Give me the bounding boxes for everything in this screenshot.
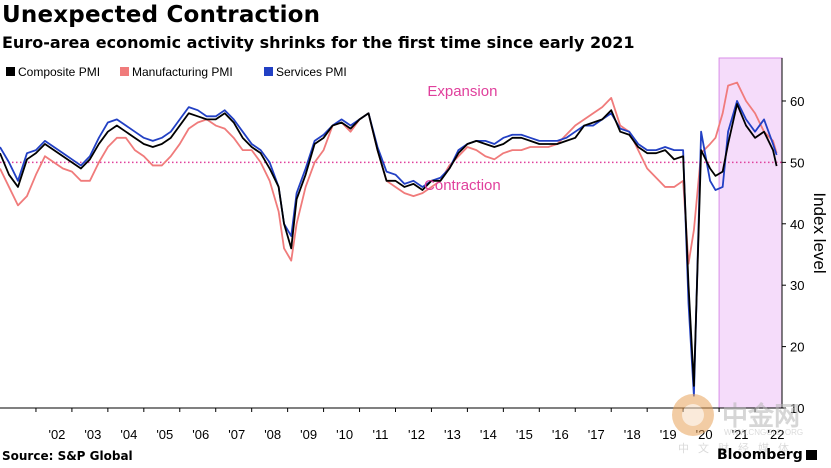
x-tick-label: '13 bbox=[444, 427, 461, 442]
x-tick-label: '02 bbox=[48, 427, 65, 442]
watermark-tagline: 中文财经媒体 bbox=[678, 443, 798, 455]
series-line-services-pmi bbox=[0, 100, 778, 397]
x-tick-label: '18 bbox=[624, 427, 641, 442]
chart-title: Unexpected Contraction bbox=[2, 2, 321, 28]
watermark-logo-icon bbox=[672, 394, 714, 436]
brand-name: Bloomberg bbox=[717, 447, 803, 463]
y-tick-label: 50 bbox=[790, 155, 804, 170]
y-tick-label: 30 bbox=[790, 278, 804, 293]
x-tick-label: '22 bbox=[768, 427, 785, 442]
chart-subtitle: Euro-area economic activity shrinks for … bbox=[2, 33, 635, 52]
legend-swatch-services-pmi bbox=[264, 67, 273, 76]
bloomberg-icon bbox=[805, 450, 817, 460]
x-tick-label: '14 bbox=[480, 427, 497, 442]
source-note: Source: S&P Global bbox=[2, 449, 133, 463]
y-tick-label: 60 bbox=[790, 94, 804, 109]
series-line-manufacturing-pmi bbox=[0, 81, 778, 265]
x-tick-label: '11 bbox=[373, 427, 389, 442]
legend-label: Services PMI bbox=[276, 65, 347, 79]
annotation-expansion: Expansion bbox=[427, 83, 497, 100]
x-tick-label: '16 bbox=[552, 427, 569, 442]
legend-label: Composite PMI bbox=[18, 65, 100, 79]
legend-label: Manufacturing PMI bbox=[132, 65, 233, 79]
x-tick-label: '09 bbox=[300, 427, 317, 442]
annotation-contraction: Contraction bbox=[424, 177, 501, 194]
x-tick-label: '03 bbox=[84, 427, 101, 442]
series-line-composite-pmi bbox=[0, 103, 778, 387]
x-tick-label: '12 bbox=[408, 427, 425, 442]
x-tick-label: '06 bbox=[192, 427, 209, 442]
y-axis-label: Index level bbox=[810, 192, 829, 273]
x-tick-label: '05 bbox=[156, 427, 173, 442]
brand-logo: Bloomberg bbox=[717, 447, 817, 463]
x-tick-label: '21 bbox=[732, 427, 749, 442]
legend-background bbox=[2, 60, 330, 82]
x-tick-label: '10 bbox=[336, 427, 353, 442]
y-tick-label: 20 bbox=[790, 340, 804, 355]
x-tick-label: '08 bbox=[264, 427, 281, 442]
x-tick-label: '04 bbox=[120, 427, 137, 442]
x-tick-label: '17 bbox=[588, 427, 605, 442]
watermark-name: 中金网 bbox=[722, 402, 801, 432]
watermark-url: WWW.CNGOLD.ORG bbox=[724, 428, 804, 437]
legend-swatch-manufacturing-pmi bbox=[120, 67, 129, 76]
x-tick-label: '19 bbox=[660, 427, 677, 442]
x-tick-label: '07 bbox=[228, 427, 245, 442]
legend-swatch-composite-pmi bbox=[6, 67, 15, 76]
x-tick-label: '15 bbox=[516, 427, 533, 442]
shaded-region bbox=[718, 57, 783, 409]
y-tick-label: 40 bbox=[790, 217, 804, 232]
y-tick-label: 10 bbox=[790, 401, 804, 416]
